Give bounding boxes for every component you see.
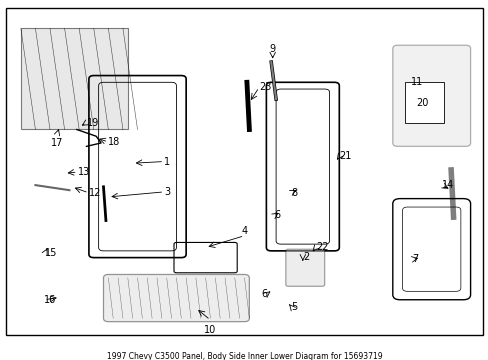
Text: 10: 10 <box>204 325 216 335</box>
Bar <box>21 28 127 130</box>
Text: 17: 17 <box>51 138 63 148</box>
Text: 19: 19 <box>86 118 99 128</box>
Text: 16: 16 <box>44 295 56 305</box>
FancyBboxPatch shape <box>392 45 469 147</box>
Text: 1: 1 <box>164 157 170 167</box>
Text: 23: 23 <box>259 82 271 93</box>
FancyBboxPatch shape <box>103 274 249 322</box>
Text: 5: 5 <box>291 302 297 312</box>
Text: 21: 21 <box>339 152 351 162</box>
Text: 15: 15 <box>45 248 58 258</box>
Text: 6: 6 <box>274 211 280 220</box>
Text: 8: 8 <box>291 188 297 198</box>
Text: 4: 4 <box>241 226 247 236</box>
Text: 20: 20 <box>415 98 427 108</box>
Text: 7: 7 <box>411 254 418 264</box>
Text: 2: 2 <box>302 252 308 262</box>
Text: 3: 3 <box>164 187 170 197</box>
Text: 18: 18 <box>108 137 121 147</box>
Text: 9: 9 <box>269 44 275 54</box>
Text: 12: 12 <box>89 188 101 198</box>
Text: 6: 6 <box>261 289 267 299</box>
Text: 1997 Chevy C3500 Panel, Body Side Inner Lower Diagram for 15693719: 1997 Chevy C3500 Panel, Body Side Inner … <box>106 352 382 360</box>
Text: 11: 11 <box>410 77 422 87</box>
Text: 13: 13 <box>78 167 90 177</box>
FancyBboxPatch shape <box>285 249 324 286</box>
Text: 22: 22 <box>315 243 328 252</box>
Bar <box>404 82 443 123</box>
Text: 14: 14 <box>442 180 454 190</box>
